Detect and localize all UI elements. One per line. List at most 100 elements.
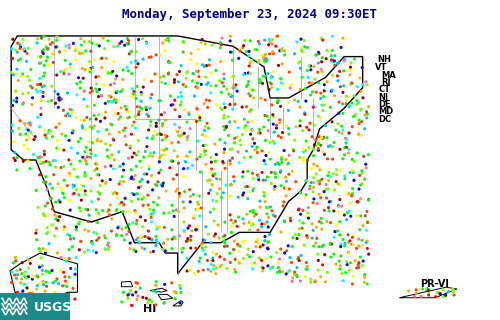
Point: [37, 97, 45, 102]
Point: [244, 79, 252, 84]
Point: [326, 143, 334, 148]
Point: [86, 39, 94, 44]
Point: [310, 153, 318, 158]
Point: [180, 205, 188, 211]
Point: [128, 86, 136, 92]
Point: [66, 208, 74, 213]
Point: [138, 92, 145, 97]
Point: [192, 207, 200, 212]
Point: [111, 190, 119, 195]
Point: [118, 174, 126, 179]
Point: [74, 151, 82, 156]
Point: [14, 41, 22, 46]
Point: [72, 46, 80, 51]
Point: [190, 213, 198, 219]
Point: [314, 164, 322, 169]
Point: [269, 139, 277, 144]
Point: [348, 168, 356, 173]
Point: [164, 59, 172, 64]
Point: [174, 79, 182, 84]
Point: [153, 132, 161, 137]
Point: [245, 220, 253, 225]
Point: [162, 136, 170, 141]
Point: [57, 300, 65, 305]
Point: [90, 57, 98, 62]
Point: [280, 148, 288, 153]
Point: [152, 121, 160, 126]
Point: [48, 293, 56, 299]
Point: [194, 80, 202, 85]
Point: [328, 156, 336, 162]
Point: [34, 205, 42, 210]
Point: [276, 256, 283, 261]
Point: [78, 43, 86, 48]
Point: [172, 289, 179, 294]
Point: [268, 265, 276, 270]
Point: [342, 145, 350, 150]
Point: [248, 171, 256, 176]
Point: [62, 278, 70, 284]
Point: [82, 159, 90, 164]
Point: [254, 241, 262, 246]
Point: [354, 100, 362, 105]
Point: [134, 235, 142, 240]
Point: [52, 214, 60, 219]
Point: [350, 56, 358, 61]
Point: [155, 195, 163, 200]
Point: [256, 41, 264, 46]
Point: [56, 95, 64, 100]
Point: [182, 84, 190, 89]
Point: [313, 236, 321, 241]
Point: [274, 260, 282, 265]
Point: [180, 107, 188, 112]
Point: [126, 143, 134, 148]
Point: [261, 234, 269, 239]
Point: [46, 270, 54, 275]
Point: [349, 170, 357, 175]
Point: [258, 268, 266, 274]
Point: [24, 121, 32, 126]
Point: [305, 127, 313, 132]
Point: [206, 57, 214, 62]
Point: [276, 48, 284, 53]
Point: [314, 258, 322, 263]
Point: [73, 81, 81, 86]
Point: [330, 208, 338, 213]
Point: [264, 246, 272, 251]
Point: [320, 243, 328, 248]
Point: [353, 213, 361, 218]
Point: [286, 69, 294, 75]
Point: [211, 159, 219, 164]
Point: [82, 161, 90, 166]
Point: [340, 68, 347, 74]
Point: [306, 92, 314, 98]
Point: [14, 272, 22, 277]
Point: [310, 162, 318, 167]
Point: [46, 303, 54, 308]
Point: [116, 179, 124, 184]
Point: [36, 172, 44, 177]
Point: [132, 49, 140, 54]
Point: [227, 93, 235, 99]
Point: [314, 252, 322, 257]
Point: [12, 71, 20, 76]
Text: USGS: USGS: [34, 301, 72, 314]
Point: [335, 130, 343, 135]
Point: [362, 116, 370, 121]
Point: [124, 296, 132, 301]
Point: [80, 89, 88, 94]
Point: [423, 286, 431, 292]
Point: [303, 264, 311, 269]
Point: [115, 117, 123, 122]
Point: [143, 135, 151, 140]
Point: [96, 87, 104, 92]
Point: [257, 96, 265, 101]
Point: [328, 119, 336, 124]
Point: [189, 71, 197, 76]
Point: [99, 36, 107, 41]
Point: [146, 236, 154, 241]
Point: [234, 56, 242, 61]
Point: [345, 104, 353, 109]
Point: [90, 113, 98, 118]
Point: [11, 90, 19, 95]
